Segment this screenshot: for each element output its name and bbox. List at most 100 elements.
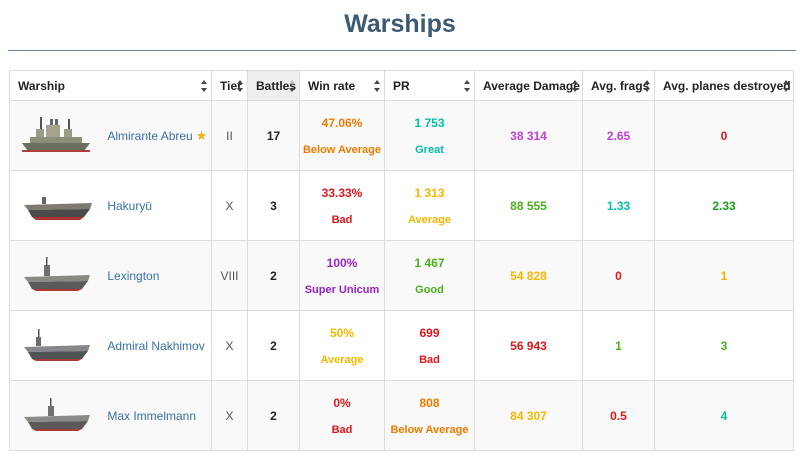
column-header-tier[interactable]: Tier	[211, 70, 248, 101]
battles-cell: 2	[247, 380, 300, 451]
star-icon: ★	[195, 127, 208, 143]
average-damage-cell: 88 555	[474, 170, 583, 241]
column-header-warship[interactable]: Warship	[9, 70, 212, 101]
cruiser-icon	[22, 116, 90, 152]
win-rate-cell: 0% Bad	[299, 380, 385, 451]
column-header-label: Avg. planes destroyed	[663, 78, 791, 93]
average-damage-cell: 38 314	[474, 100, 583, 171]
warships-table: Warship Tier Battles Win rate PR Average…	[9, 70, 794, 451]
page-title: Warships	[344, 10, 456, 38]
pr-cell: 1 467 Good	[384, 240, 475, 311]
avg-frags-cell: 2.65	[582, 100, 655, 171]
sort-icon	[374, 80, 381, 92]
win-rate-value: 0%	[333, 395, 351, 410]
column-header-win-rate[interactable]: Win rate	[299, 70, 385, 101]
win-rate-value: 50%	[329, 325, 355, 340]
battles-cell: 3	[247, 170, 300, 241]
sort-icon	[201, 80, 208, 92]
tier-cell: X	[211, 170, 248, 241]
average-damage-cell: 84 307	[474, 380, 583, 451]
win-rate-rating: Bad	[331, 423, 353, 436]
warship-name[interactable]: Admiral Nakhimov	[107, 338, 205, 353]
pr-rating: Great	[415, 143, 444, 156]
column-header-avg-planes-destroyed[interactable]: Avg. planes destroyed	[654, 70, 794, 101]
pr-rating: Bad	[419, 353, 440, 366]
battles-cell: 2	[247, 240, 300, 311]
win-rate-cell: 33.33% Bad	[299, 170, 385, 241]
sort-icon	[783, 80, 790, 92]
win-rate-cell: 47.06% Below Average	[299, 100, 385, 171]
average-damage-cell: 56 943	[474, 310, 583, 381]
table-row: Max Immelmann X 2 0% Bad 808 Below Avera…	[9, 380, 794, 451]
average-damage-cell: 54 828	[474, 240, 583, 311]
win-rate-value: 47.06%	[321, 115, 363, 130]
tier-cell: VIII	[211, 240, 248, 311]
pr-value: 1 753	[414, 115, 445, 130]
pr-cell: 808 Below Average	[384, 380, 475, 451]
table-header-row: Warship Tier Battles Win rate PR Average…	[9, 70, 794, 101]
win-rate-rating: Bad	[331, 213, 353, 226]
win-rate-cell: 100% Super Unicum	[299, 240, 385, 311]
column-header-avg-frags[interactable]: Avg. frags	[582, 70, 655, 101]
column-header-label: Win rate	[308, 78, 356, 93]
win-rate-value: 100%	[326, 255, 358, 270]
avg-planes-cell: 1	[654, 240, 794, 311]
column-header-label: Warship	[18, 78, 65, 93]
avg-planes-cell: 3	[654, 310, 794, 381]
carrier-icon	[24, 328, 90, 361]
sort-icon	[464, 80, 471, 92]
win-rate-rating: Super Unicum	[304, 283, 380, 296]
pr-value: 1 313	[414, 185, 445, 200]
table-row: Admiral Nakhimov X 2 50% Average 699 Bad…	[9, 310, 794, 381]
warship-name[interactable]: Max Immelmann	[107, 408, 197, 423]
tier-cell: II	[211, 100, 248, 171]
warship-cell: Lexington	[9, 240, 212, 311]
pr-value: 808	[419, 395, 440, 410]
avg-planes-cell: 2.33	[654, 170, 794, 241]
table-row: Hakuryū X 3 33.33% Bad 1 313 Average 88 …	[9, 170, 794, 241]
battles-cell: 2	[247, 310, 300, 381]
column-header-average-damage[interactable]: Average Damage	[474, 70, 583, 101]
tier-cell: X	[211, 310, 248, 381]
warship-name[interactable]: Hakuryū	[107, 198, 153, 213]
carrier-icon	[24, 196, 92, 220]
pr-cell: 1 313 Average	[384, 170, 475, 241]
sort-icon	[237, 80, 244, 92]
win-rate-rating: Average	[320, 353, 364, 366]
avg-planes-cell: 0	[654, 100, 794, 171]
battles-cell: 17	[247, 100, 300, 171]
pr-cell: 699 Bad	[384, 310, 475, 381]
column-header-pr[interactable]: PR	[384, 70, 475, 101]
sort-descending-icon	[289, 80, 296, 92]
tier-cell: X	[211, 380, 248, 451]
pr-rating: Below Average	[390, 423, 469, 436]
pr-rating: Average	[407, 213, 451, 226]
avg-frags-cell: 1.33	[582, 170, 655, 241]
pr-rating: Good	[415, 283, 444, 296]
avg-frags-cell: 0.5	[582, 380, 655, 451]
carrier-icon	[24, 397, 90, 431]
pr-cell: 1 753 Great	[384, 100, 475, 171]
avg-planes-cell: 4	[654, 380, 794, 451]
column-header-label: PR	[393, 78, 410, 93]
warship-cell: Hakuryū	[9, 170, 212, 241]
pr-value: 699	[419, 325, 440, 340]
avg-frags-cell: 0	[582, 240, 655, 311]
carrier-icon	[24, 256, 90, 291]
warship-name[interactable]: Lexington	[107, 268, 160, 283]
sort-icon	[572, 80, 579, 92]
pr-value: 1 467	[414, 255, 445, 270]
table-row: Almirante Abreu ★ II 17 47.06% Below Aver…	[9, 100, 794, 171]
column-header-battles[interactable]: Battles	[247, 70, 300, 101]
win-rate-cell: 50% Average	[299, 310, 385, 381]
avg-frags-cell: 1	[582, 310, 655, 381]
title-divider	[8, 50, 796, 51]
column-header-label: Average Damage	[483, 78, 580, 93]
warship-cell: Admiral Nakhimov	[9, 310, 212, 381]
sort-icon	[644, 80, 651, 92]
warship-cell: Max Immelmann	[9, 380, 212, 451]
column-header-label: Avg. frags	[591, 78, 650, 93]
column-header-label: Battles	[256, 78, 297, 93]
column-header-label: Tier	[220, 78, 242, 93]
warship-name[interactable]: Almirante Abreu ★	[107, 127, 208, 143]
